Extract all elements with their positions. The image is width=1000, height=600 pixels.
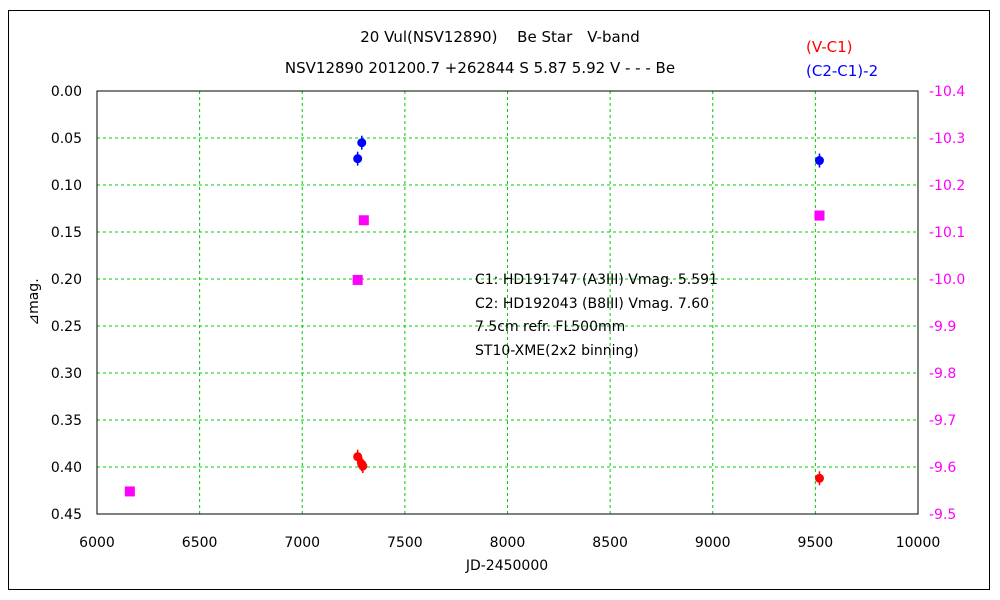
legend-label-c2-c1: (C2-C1)-2 — [806, 62, 878, 80]
y-left-tick-label: 0.20 — [51, 272, 82, 288]
x-tick-label: 9500 — [798, 535, 834, 551]
data-point-series-0 — [353, 452, 363, 462]
y-left-tick-label: 0.00 — [51, 84, 82, 100]
y-right-tick-label: -10.1 — [929, 225, 965, 241]
data-marks — [124, 135, 825, 497]
data-point-series-1 — [357, 138, 367, 148]
data-point-series-2 — [358, 215, 369, 226]
y-left-tick-label: 0.30 — [51, 366, 82, 382]
x-tick-label: 10000 — [896, 535, 941, 551]
y-right-tick-label: -10.4 — [929, 84, 965, 100]
annotation-line-4: ST10-XME(2x2 binning) — [475, 343, 639, 359]
y-left-tick-label: 0.15 — [51, 225, 82, 241]
legend-label-v-c1: (V-C1) — [806, 38, 853, 56]
annotation-line-1: C1: HD191747 (A3III) Vmag. 5.591 — [475, 272, 718, 288]
y-right-tick-label: -9.7 — [929, 413, 956, 429]
annotation-line-3: 7.5cm refr. FL500mm — [475, 319, 625, 335]
data-point-series-1 — [814, 156, 824, 166]
data-point-series-1 — [353, 154, 363, 164]
x-tick-label: 6500 — [182, 535, 218, 551]
y-right-tick-label: -9.8 — [929, 366, 956, 382]
y-right-tick-label: -9.9 — [929, 319, 956, 335]
y-left-tick-label: 0.10 — [51, 178, 82, 194]
x-tick-label: 8000 — [490, 535, 526, 551]
y-left-tick-label: 0.40 — [51, 460, 82, 476]
data-point-series-0 — [814, 473, 824, 483]
data-point-series-0 — [358, 461, 368, 471]
data-point-series-2 — [352, 274, 363, 285]
x-tick-label: 8500 — [592, 535, 628, 551]
chart-subtitle: NSV12890 201200.7 +262844 S 5.87 5.92 V … — [285, 59, 675, 77]
chart-title: 20 Vul(NSV12890) Be Star V-band — [360, 28, 640, 46]
y-right-tick-label: -9.6 — [929, 460, 956, 476]
y-left-tick-label: 0.05 — [51, 131, 82, 147]
y-left-tick-label: 0.45 — [51, 507, 82, 523]
grid-lines — [97, 91, 918, 514]
plot-area — [96, 90, 919, 515]
y-right-tick-label: -10.2 — [929, 178, 965, 194]
x-tick-label: 7500 — [387, 535, 423, 551]
chart-frame — [8, 10, 990, 590]
y-left-tick-label: 0.25 — [51, 319, 82, 335]
y-axis-label: ⊿mag. — [26, 278, 42, 325]
y-right-tick-label: -10.3 — [929, 131, 965, 147]
annotation-line-2: C2: HD192043 (B8III) Vmag. 7.60 — [475, 296, 709, 312]
y-left-tick-label: 0.35 — [51, 413, 82, 429]
data-point-series-2 — [124, 486, 135, 497]
y-right-tick-label: -10.0 — [929, 272, 965, 288]
data-point-series-2 — [814, 210, 825, 221]
x-tick-label: 7000 — [284, 535, 320, 551]
tick-labels: 6000 6500 7000 7500 8000 8500 9000 9500 10000 0.0… — [51, 84, 965, 551]
x-axis-label: JD-2450000 — [465, 558, 548, 574]
y-right-tick-label: -9.5 — [929, 507, 956, 523]
x-tick-label: 9000 — [695, 535, 731, 551]
x-tick-label: 6000 — [79, 535, 115, 551]
